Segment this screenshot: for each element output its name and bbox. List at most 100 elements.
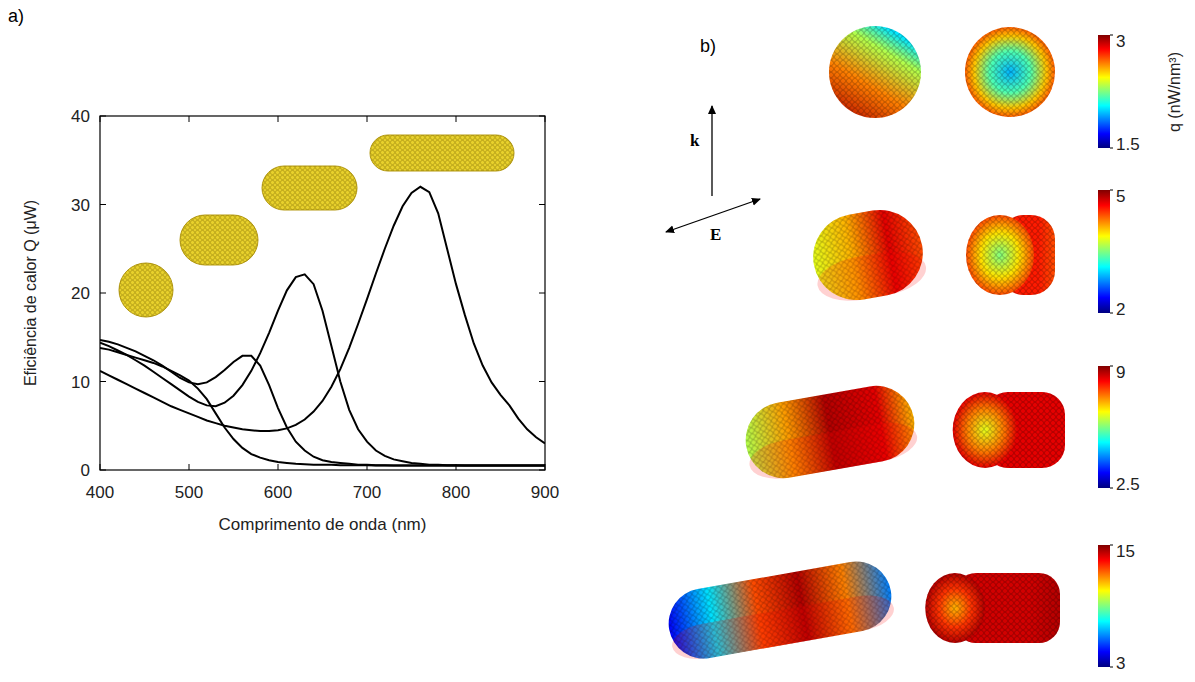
x-tick — [367, 116, 368, 122]
particle-side — [740, 380, 921, 484]
particle-side — [829, 26, 921, 118]
atom-texture — [740, 380, 921, 484]
y-tick — [539, 381, 545, 382]
colorbar-tick — [1110, 148, 1113, 149]
vector-label: E — [710, 225, 721, 244]
y-tick — [100, 293, 106, 294]
x-tick-label: 400 — [86, 483, 114, 502]
y-tick — [539, 116, 545, 117]
colorbar-tick-label: 2.5 — [1116, 475, 1140, 494]
colorbar-tick — [1110, 190, 1113, 191]
particle-face — [966, 215, 1034, 295]
colorbar-tick-label: 15 — [1116, 542, 1135, 561]
y-tick — [100, 470, 106, 471]
particle-end — [966, 215, 1055, 295]
particle-end — [953, 392, 1065, 468]
atom-texture — [953, 392, 1018, 468]
y-tick-label: 0 — [81, 461, 90, 480]
lines — [100, 187, 545, 466]
particle-side — [663, 556, 897, 664]
x-tick — [278, 116, 279, 122]
colorbar-tick — [1110, 35, 1113, 36]
particle-rod — [370, 135, 514, 171]
particle-body — [806, 203, 929, 307]
line-series — [100, 187, 545, 444]
particle-rod — [180, 215, 258, 265]
particle-face — [953, 392, 1018, 468]
atom-texture — [829, 26, 921, 118]
colorbar: 2.59 — [1098, 363, 1140, 494]
particle-body — [663, 556, 897, 664]
particle-shade — [814, 245, 930, 306]
particle-sphere — [119, 263, 173, 317]
y-tick-label: 10 — [71, 373, 90, 392]
x-tick — [189, 464, 190, 470]
x-tick — [100, 464, 101, 470]
y-tick-label: 20 — [71, 284, 90, 303]
colorbar-scale — [1098, 190, 1110, 313]
particle-shade — [746, 417, 920, 484]
y-tick-label: 30 — [71, 196, 90, 215]
particle-rod — [370, 135, 514, 171]
x-tick — [100, 116, 101, 122]
colorbar-tick-label: 2 — [1116, 300, 1125, 319]
colorbar-scale — [1098, 366, 1110, 488]
colorbar-title: q (nW/nm³) — [1166, 52, 1183, 132]
colorbar-tick-label: 5 — [1116, 187, 1125, 206]
y-tick — [100, 381, 106, 382]
plot-frame — [100, 116, 545, 470]
panel-label: a) — [8, 6, 24, 26]
x-tick — [367, 464, 368, 470]
colorbar-tick — [1110, 545, 1113, 546]
colorbar: 3 15 — [1098, 542, 1135, 673]
colorbar-tick-label: 9 — [1116, 363, 1125, 382]
particle-end — [965, 27, 1055, 117]
particle-rod — [180, 215, 258, 265]
particle-sphere — [119, 263, 173, 317]
particle-end — [925, 573, 1060, 643]
particles — [663, 26, 1065, 664]
x-tick-label: 500 — [175, 483, 203, 502]
colorbar-tick — [1110, 667, 1113, 668]
y-tick — [539, 470, 545, 471]
vector-label: k — [690, 131, 700, 150]
colorbar: 1.53 — [1098, 32, 1140, 154]
x-tick-label: 800 — [442, 483, 470, 502]
colorbar-tick-label: 1.5 — [1116, 135, 1140, 154]
line-series — [100, 348, 545, 466]
colorbar-scale — [1098, 35, 1110, 148]
x-tick-label: 700 — [353, 483, 381, 502]
colorbar-tick-label: 3 — [1116, 32, 1125, 51]
y-tick — [100, 116, 106, 117]
particle-shade — [669, 590, 897, 664]
particle-face — [925, 573, 985, 643]
x-tick-label: 900 — [531, 483, 559, 502]
colorbar: 25 — [1098, 187, 1125, 319]
atom-texture — [966, 215, 1034, 295]
x-tick — [189, 116, 190, 122]
line-series — [100, 274, 545, 465]
colorbar-tick — [1110, 366, 1113, 367]
x-axis-title: Comprimento de onda (nm) — [219, 515, 427, 534]
y-tick-label: 40 — [71, 107, 90, 126]
k-arrow — [711, 106, 712, 196]
colorbar-scale — [1098, 545, 1110, 667]
x-tick — [456, 464, 457, 470]
atom-texture — [925, 573, 985, 643]
panel-label: b) — [700, 36, 716, 56]
y-tick — [539, 204, 545, 205]
particle-body — [740, 380, 921, 484]
colorbar-tick — [1110, 488, 1113, 489]
x-tick — [545, 116, 546, 122]
line-series — [100, 340, 545, 466]
colorbar-tick-label: 3 — [1116, 654, 1125, 673]
atom-texture — [806, 203, 929, 307]
y-tick — [539, 293, 545, 294]
figure: a) 400 500 600 700 800 900 0 10 20 30 40 Comprimento… — [0, 0, 1195, 682]
x-tick — [278, 464, 279, 470]
x-tick-label: 600 — [264, 483, 292, 502]
panel-b: b)kE1.53252.59315q (nW/nm³) — [663, 26, 1183, 673]
x-tick — [545, 464, 546, 470]
x-tick — [456, 116, 457, 122]
panel-a: 400 500 600 700 800 900 0 10 20 30 40 Comprimento d… — [22, 107, 559, 534]
